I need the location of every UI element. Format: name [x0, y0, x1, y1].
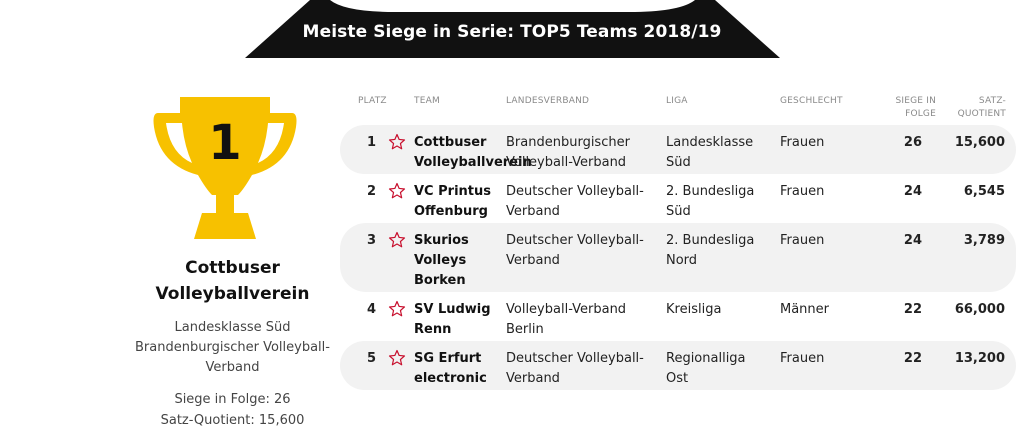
table-header: PLATZ TEAM LANDESVERBAND LIGA GESCHLECHT… — [340, 95, 1016, 125]
table-row: 5 SG Erfurt electronic Deutscher Volleyball… — [340, 341, 1016, 390]
cell-team: SG Erfurt electronic — [414, 351, 487, 386]
cell-geschlecht: Frauen — [780, 135, 825, 150]
cell-rank: 2 — [366, 184, 376, 199]
table-row: 2 VC Printus Offenburg Deutscher Volleyball… — [340, 174, 1016, 223]
table-row: 4 SV Ludwig Renn Volleyball-Verband Berlin Kr… — [340, 292, 1016, 341]
winner-name: Cottbuser Volleyballverein — [155, 258, 310, 304]
favorite-star-icon[interactable] — [388, 349, 406, 367]
cell-siege: 26 — [903, 135, 922, 150]
favorite-star-icon[interactable] — [388, 300, 406, 318]
header-landesverband: LANDESVERBAND — [506, 96, 590, 106]
banner-title: Meiste Siege in Serie: TOP5 Teams 2018/1… — [302, 22, 722, 42]
cell-quotient: 6,545 — [963, 184, 1005, 199]
cell-rank: 4 — [366, 302, 376, 317]
banner-shape — [245, 0, 780, 58]
cell-liga: Landesklasse Süd — [666, 135, 754, 170]
header-geschlecht: GESCHLECHT — [780, 96, 843, 106]
cell-quotient: 15,600 — [954, 135, 1005, 150]
header-siege: SIEGE IN FOLGE — [895, 96, 936, 119]
cell-quotient: 3,789 — [963, 233, 1005, 248]
cell-siege: 22 — [903, 302, 922, 317]
winner-info: Landesklasse Süd Brandenburgischer Volle… — [135, 320, 330, 375]
cell-team: SV Ludwig Renn — [414, 302, 491, 337]
favorite-star-icon[interactable] — [388, 182, 406, 200]
trophy-icon — [153, 97, 297, 239]
cell-rank: 5 — [366, 351, 376, 366]
cell-siege: 22 — [903, 351, 922, 366]
header-platz: PLATZ — [358, 96, 387, 106]
cell-team: Skurios Volleys Borken — [414, 233, 469, 288]
cell-quotient: 13,200 — [954, 351, 1005, 366]
cell-geschlecht: Frauen — [780, 351, 825, 366]
trophy-rank: 1 — [208, 115, 242, 171]
cell-verband: Deutscher Volleyball- Verband — [506, 351, 644, 386]
header-liga: LIGA — [666, 96, 688, 106]
cell-verband: Brandenburgischer Volleyball-Verband — [506, 135, 630, 170]
winner-stats: Siege in Folge: 26 Satz-Quotient: 15,600 — [160, 392, 305, 428]
cell-siege: 24 — [903, 233, 922, 248]
cell-team: VC Printus Offenburg — [414, 184, 491, 219]
cell-geschlecht: Frauen — [780, 233, 825, 248]
cell-siege: 24 — [903, 184, 922, 199]
cell-verband: Deutscher Volleyball- Verband — [506, 233, 644, 268]
header-team: TEAM — [414, 96, 440, 106]
header-satz-quotient: SATZ- QUOTIENT — [957, 96, 1006, 119]
ranking-table: PLATZ TEAM LANDESVERBAND LIGA GESCHLECHT… — [340, 95, 1016, 390]
table-row: 3 Skurios Volleys Borken Deutscher Volleybal… — [340, 223, 1016, 292]
cell-liga: Regionalliga Ost — [666, 351, 746, 386]
table-body: 1 Cottbuser Volleyballverein Brandenburgisc… — [340, 125, 1016, 390]
favorite-star-icon[interactable] — [388, 231, 406, 249]
cell-rank: 3 — [366, 233, 376, 248]
header-banner: Meiste Siege in Serie: TOP5 Teams 2018/1… — [0, 0, 1024, 58]
cell-quotient: 66,000 — [954, 302, 1005, 317]
cell-liga: 2. Bundesliga Nord — [666, 233, 755, 268]
favorite-star-icon[interactable] — [388, 133, 406, 151]
table-row: 1 Cottbuser Volleyballverein Brandenburgisc… — [340, 125, 1016, 174]
cell-verband: Volleyball-Verband Berlin — [506, 302, 627, 337]
cell-liga: 2. Bundesliga Süd — [666, 184, 755, 219]
cell-liga: Kreisliga — [666, 302, 722, 317]
cell-geschlecht: Männer — [780, 302, 830, 317]
cell-rank: 1 — [366, 135, 376, 150]
cell-geschlecht: Frauen — [780, 184, 825, 199]
cell-team: Cottbuser Volleyballverein — [414, 135, 532, 170]
cell-verband: Deutscher Volleyball- Verband — [506, 184, 644, 219]
